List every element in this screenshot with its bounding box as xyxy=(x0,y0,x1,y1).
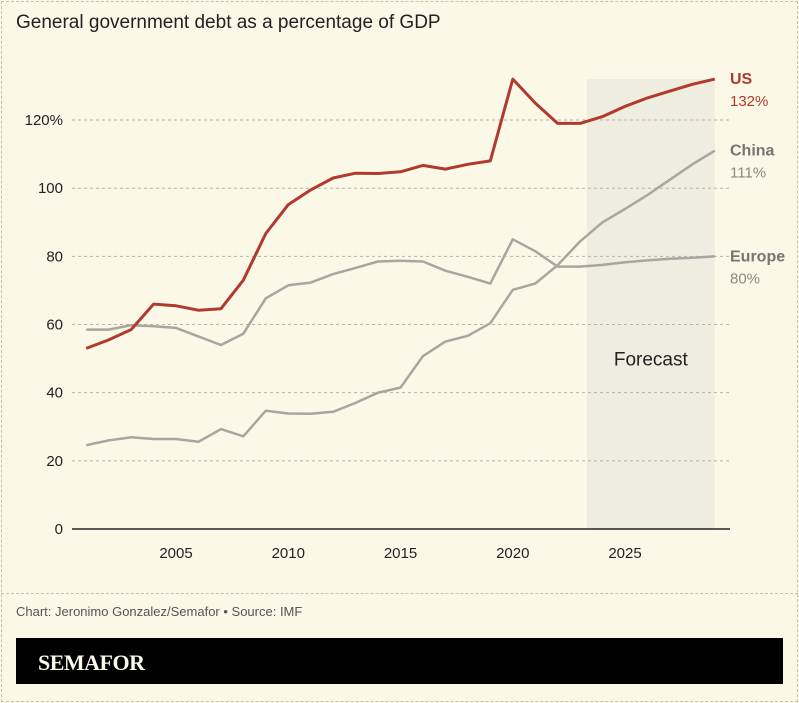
x-tick-label: 2020 xyxy=(496,545,529,562)
series-value-europe: 80% xyxy=(730,270,760,287)
forecast-band xyxy=(586,79,715,530)
series-line-europe xyxy=(86,238,715,347)
brand-bar: SEMAFOR xyxy=(16,638,783,684)
y-tick-label: 120% xyxy=(25,112,63,129)
x-tick-label: 2025 xyxy=(608,545,641,562)
series-line-china xyxy=(85,149,716,447)
semafor-logo: SEMAFOR xyxy=(38,650,145,675)
series-label-us: US xyxy=(730,71,753,88)
y-tick-label: 20 xyxy=(46,453,63,470)
x-tick-label: 2015 xyxy=(384,545,417,562)
line-chart: Forecast 0 20 40 60 80 100 120% 2005 2010 2015 2020… xyxy=(25,71,786,562)
y-tick-label: 0 xyxy=(55,521,63,538)
y-tick-label: 80 xyxy=(46,248,63,265)
x-tick-label: 2010 xyxy=(272,545,305,562)
chart-title: General government debt as a percentage … xyxy=(16,12,441,33)
y-tick-label: 100 xyxy=(38,180,63,197)
forecast-label: Forecast xyxy=(614,349,689,370)
x-tick-label: 2005 xyxy=(159,545,192,562)
series-label-europe: Europe xyxy=(730,248,785,265)
series-value-us: 132% xyxy=(730,93,768,110)
y-tick-label: 40 xyxy=(46,385,63,402)
y-tick-label: 60 xyxy=(46,317,63,334)
series-value-china: 111% xyxy=(730,165,766,182)
chart-credit: Chart: Jeronimo Gonzalez/Semafor • Sourc… xyxy=(16,604,303,619)
footer-divider xyxy=(1,593,798,594)
series-line-us xyxy=(85,77,716,350)
series-label-china: China xyxy=(730,143,775,160)
